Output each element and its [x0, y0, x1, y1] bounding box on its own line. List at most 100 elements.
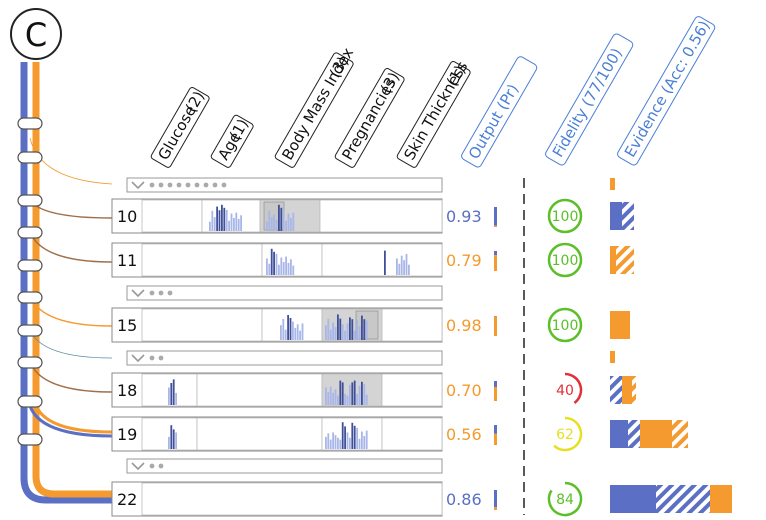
histogram-bar [228, 220, 230, 231]
histogram-bar [280, 325, 282, 340]
feature-header-glucose[interactable]: Glucose(2) [150, 86, 210, 168]
condition-cell[interactable] [321, 243, 443, 277]
collapsed-row[interactable] [126, 350, 615, 366]
histogram-bar [346, 395, 349, 405]
tree-node[interactable] [17, 395, 43, 408]
tree-node[interactable] [17, 151, 43, 164]
output-value: 0.79 [446, 251, 482, 270]
histogram-bar [365, 430, 368, 449]
rule-row[interactable]: 11 0.79 100 [111, 242, 634, 278]
histogram-bar [325, 436, 327, 449]
histogram-bar [172, 429, 175, 449]
rule-id: 19 [117, 425, 137, 444]
histogram-bar [332, 392, 334, 405]
condition-cell[interactable] [319, 199, 443, 233]
collapsed-row-box [126, 350, 443, 366]
histogram-bar [268, 210, 271, 231]
histogram-bar [327, 392, 330, 405]
rule-id: 15 [117, 316, 137, 335]
histogram-bar [278, 204, 280, 231]
histogram-bar [400, 255, 403, 275]
condition-cell[interactable] [381, 417, 443, 451]
collapsed-rule-dot [203, 182, 209, 188]
histogram-bar [349, 384, 351, 405]
histogram-bar [384, 250, 386, 275]
histogram-bar [280, 257, 283, 275]
histogram-bar [353, 330, 356, 340]
rule-row[interactable]: 19 0.56 62 [111, 416, 688, 452]
rule-row[interactable]: 22 0.86 84 [111, 481, 732, 517]
metric-headers: Output (Pr) Fidelity (77/100) Evidence (… [460, 15, 716, 168]
condition-cell[interactable] [381, 373, 443, 407]
panel-label: C [10, 8, 62, 60]
evidence-bar [622, 202, 634, 230]
feature-header-box [150, 87, 210, 168]
histogram-bar [341, 382, 344, 405]
histogram-bar [403, 260, 405, 275]
histogram-bar [282, 209, 285, 231]
condition-cell[interactable] [141, 308, 263, 342]
condition-cell[interactable] [141, 482, 443, 516]
histogram-bar [172, 379, 175, 405]
output-bar-orange [494, 225, 497, 227]
tree-node[interactable] [17, 226, 43, 239]
evidence-header[interactable]: Evidence (Acc: 0.56) [616, 15, 716, 166]
tree-node[interactable] [17, 259, 43, 272]
collapsed-rule-dot [167, 182, 173, 188]
feature-header-pregnancies[interactable]: Pregnancies(3) [334, 67, 405, 168]
rule-row[interactable]: 18 0.70 40 [111, 372, 636, 408]
histogram-bar [339, 318, 342, 340]
tree-node[interactable] [17, 117, 43, 130]
tree-node[interactable] [17, 324, 43, 337]
histogram-bar [237, 218, 240, 231]
collapsed-rule-dot [221, 182, 227, 188]
output-value: 0.98 [446, 316, 482, 335]
histogram-bar [280, 207, 283, 231]
feature-header-age[interactable]: Age(1) [210, 114, 254, 168]
histogram-bar [209, 221, 211, 231]
collapsed-rule-dot [212, 182, 218, 188]
histogram-bar [275, 253, 278, 275]
fidelity-header[interactable]: Fidelity (77/100) [544, 32, 634, 166]
histogram-bar [332, 322, 334, 340]
condition-cell[interactable] [196, 373, 323, 407]
histogram-bar [344, 426, 346, 449]
fidelity-ring [547, 242, 583, 278]
output-header[interactable]: Output (Pr) [460, 55, 538, 168]
collapsed-row[interactable] [126, 177, 615, 193]
histogram-bar [270, 248, 273, 275]
tree-node[interactable] [17, 356, 43, 369]
tree-node[interactable] [17, 291, 43, 304]
collapsed-rule-dot [194, 182, 200, 188]
collapsed-row[interactable] [126, 458, 443, 474]
feature-header-skin-thickness[interactable]: Skin Thickness(1) [396, 57, 473, 168]
histogram-bar [339, 380, 342, 405]
rule-row[interactable]: 15 0.98 100 [111, 307, 630, 343]
histogram-bar [341, 324, 344, 340]
histogram-bar [230, 213, 233, 231]
condition-cell[interactable] [196, 417, 323, 451]
histogram-bar [282, 318, 285, 340]
histogram-bar [329, 386, 332, 405]
collapsed-rows [126, 177, 615, 474]
fidelity-value: 100 [552, 209, 579, 225]
evidence-bar [632, 376, 636, 404]
chevron-down-icon [131, 462, 145, 471]
histogram-bar [290, 218, 292, 231]
tree-node[interactable] [17, 194, 43, 207]
collapsed-row[interactable] [126, 285, 443, 301]
tree-node[interactable] [17, 433, 43, 446]
fidelity-value: 100 [552, 253, 579, 269]
collapsed-row-box [126, 177, 443, 193]
histogram-bar [292, 265, 295, 275]
histogram-bar [363, 436, 366, 449]
histogram-bar [225, 209, 228, 231]
condition-cell[interactable] [141, 199, 203, 233]
rule-row[interactable]: 10 0.93 100 [111, 198, 634, 234]
output-value: 0.93 [446, 207, 482, 226]
condition-cell[interactable] [381, 308, 443, 342]
panel-letter: C [25, 16, 47, 54]
output-bar-orange [494, 387, 497, 401]
feature-header-box [274, 52, 354, 168]
condition-cell[interactable] [141, 243, 263, 277]
